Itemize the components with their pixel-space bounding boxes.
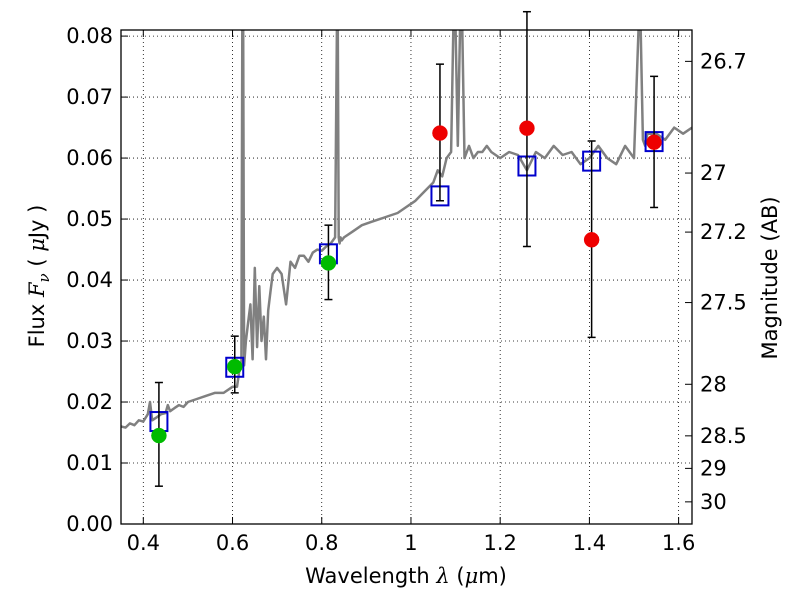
axis-ticks: 0.4 0.6 0.8 1 1.2 1.4 1.6 0.00 0.01 0.02 0.03 0.04 0…	[66, 24, 747, 555]
y-tick-label: 0.00	[66, 512, 113, 536]
x-axis-label: Wavelength λ (μm)	[305, 564, 507, 588]
y2-tick-label: 27.2	[700, 220, 747, 244]
x-tick-label: 1.4	[573, 531, 606, 555]
y-tick-label: 0.01	[66, 451, 113, 475]
x-tick-label: 1.6	[662, 531, 695, 555]
photometry-point	[320, 255, 337, 271]
y2-axis-label: Magnitude (AB)	[758, 196, 782, 359]
plot-frame	[120, 29, 693, 525]
x-tick-label: 0.8	[305, 531, 338, 555]
y-tick-label: 0.05	[66, 207, 113, 231]
photometry-point	[151, 427, 167, 444]
y-tick-label: 0.06	[66, 146, 113, 170]
photometry-point	[646, 134, 662, 150]
y2-tick-label: 26.7	[700, 49, 747, 73]
y-tick-label: 0.03	[66, 329, 113, 353]
y2-tick-label: 27.5	[700, 291, 747, 315]
grid-lines	[121, 30, 692, 525]
y-tick-label: 0.02	[66, 390, 113, 414]
y2-tick-label: 28	[700, 372, 727, 396]
y2-tick-label: 27	[700, 161, 727, 185]
x-tick-label: 0.6	[216, 531, 249, 555]
x-tick-label: 1	[404, 531, 417, 555]
photometry-point	[519, 120, 535, 136]
plot-area	[121, 10, 692, 487]
x-tick-label: 0.4	[127, 531, 160, 555]
y-axis-label: Flux Fν ( μJy )	[25, 205, 53, 348]
photometry-point	[583, 232, 600, 248]
y2-tick-label: 28.5	[700, 424, 747, 448]
y2-tick-label: 29	[700, 456, 727, 480]
y2-tick-label: 30	[700, 490, 727, 514]
photometry-point	[432, 125, 448, 141]
y-tick-label: 0.08	[66, 24, 113, 48]
y-tick-label: 0.04	[66, 268, 113, 292]
y-tick-label: 0.07	[66, 85, 113, 109]
photometry-point	[227, 358, 243, 375]
spectrum-line	[121, 30, 692, 429]
x-tick-label: 1.2	[483, 531, 516, 555]
